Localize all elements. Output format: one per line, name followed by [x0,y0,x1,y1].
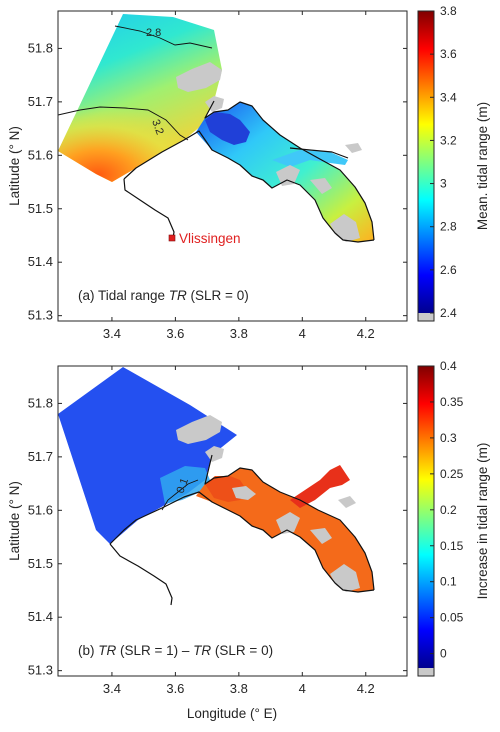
panel-a-contour-label-1: 2.8 [146,27,161,39]
panel-a-ytick-label: 51.7 [28,94,53,109]
panel-b-ytick-label: 51.4 [28,609,53,624]
panel-a-colorbar-ticks: 2.4 2.6 2.8 3 3.2 3.4 3.6 3.8 [430,4,457,320]
panel-b-colorbar-ticks: 0 0.05 0.1 0.15 0.2 0.25 0.3 0.35 0.4 [430,359,464,661]
panel-b-colorbar-tick-label: 0 [440,647,447,661]
panel-b-xtick-label: 4.2 [357,681,375,696]
panel-a-east-arm [272,150,348,167]
panel-b-east-arm [290,465,350,508]
panel-a-ytick-label: 51.5 [28,201,53,216]
panel-b-colorbar-tick-label: 0.4 [440,359,457,373]
panel-a-station-marker [168,234,176,242]
panel-b-nearshore [160,466,210,504]
panel-a-coastline-walcheren [123,178,175,239]
panel-a-colorbar-tick-label: 3.8 [440,4,457,18]
panel-a-map: 2.8 3.2 Vlissingen [57,14,375,246]
panel-a-caption: (a) Tidal range TR (SLR = 0) [78,288,249,303]
panel-a-xtick-label: 3.8 [230,326,248,341]
panel-b-ytick-label: 51.7 [28,449,53,464]
panel-b-map: 0.1 [58,367,375,606]
panel-a-colorbar-tick-label: 3.6 [440,47,457,61]
panel-a-ytick-label: 51.4 [28,254,53,269]
panel-a-colorbar-land-swatch [418,313,434,321]
panel-b-coastline-walcheren [109,543,173,606]
panel-b: 0.1 3.4 3.6 3.8 4 4.2 51.3 51.4 51.5 51.6 51.7 51.… [7,359,490,721]
panel-a-colorbar [418,11,434,313]
panel-a-shoal-5 [345,143,362,153]
panel-b-ytick-label: 51.3 [28,663,53,678]
panel-b-contour-label: 0.1 [175,477,192,495]
panel-b-colorbar-tick-label: 0.1 [440,575,457,589]
panel-a-xtick-label: 3.6 [166,326,184,341]
panel-b-coastline-south [109,491,375,593]
panel-b-xtick-label: 3.4 [103,681,121,696]
panel-b-axes-frame [57,365,408,677]
panel-a-xtick-label: 3.4 [103,326,121,341]
panel-a-station-label: Vlissingen [179,231,241,246]
panel-a-contour-28 [114,25,213,49]
panel-b-colorbar [418,366,434,668]
panel-b-shoal-6 [338,496,356,508]
panel-b-shoal-4 [310,528,332,544]
panel-a-colorbar-frame [417,10,435,322]
panel-b-xtick-label: 3.8 [230,681,248,696]
panel-a-colorbar-tick-label: 2.8 [440,220,457,234]
panel-b-ytick-label: 51.5 [28,556,53,571]
panel-a-xtick-label: 4 [299,326,306,341]
panel-a-ooster-head [205,112,250,145]
panel-a-contour-label-2: 3.2 [149,118,166,136]
panel-b-sea-field [58,367,237,544]
panel-a-colorbar-tick-label: 3 [440,177,447,191]
panel-a-ticks: 3.4 3.6 3.8 4 4.2 51.3 51.4 51.5 51.6 51.7 51.8 [28,11,407,341]
panel-a-ylabel: Latitude (° N) [7,126,22,206]
panel-b-shoal-2 [232,486,256,500]
panel-b-caption: (b) TR (SLR = 1) – TR (SLR = 0) [78,643,273,658]
panel-b-contour-01 [161,479,199,511]
panel-b-xlabel: Longitude (° E) [187,706,277,721]
panel-a-contour-32 [57,106,189,141]
panel-a-colorbar-tick-label: 3.2 [440,133,457,147]
panel-a-ytick-label: 51.3 [28,308,53,323]
panel-b-colorbar-tick-label: 0.2 [440,503,457,517]
panel-a: 2.8 3.2 Vlissingen 3.4 3.6 3.8 4 4.2 51.3 51.4… [7,4,490,341]
panel-b-ticks: 3.4 3.6 3.8 4 4.2 51.3 51.4 51.5 51.6 51.7 51.8 [28,366,407,696]
panel-b-colorbar-tick-label: 0.05 [440,611,464,625]
panel-b-colorbar-land-swatch [418,668,434,676]
panel-b-land-north [176,415,222,444]
panel-a-shoal-2 [276,165,300,186]
panel-b-colorbar-tick-label: 0.35 [440,395,464,409]
panel-b-ytick-label: 51.6 [28,502,53,517]
panel-a-shoal-3 [310,178,332,194]
panel-a-ytick-label: 51.6 [28,147,53,162]
panel-b-ytick-label: 51.8 [28,395,53,410]
panel-b-shoal-1 [205,446,224,462]
panel-a-colorbar-label: Mean. tidal range (m) [475,102,490,230]
panel-b-xtick-label: 4 [299,681,306,696]
panel-a-coastline-south [123,130,375,243]
panel-a-colorbar-tick-label: 2.4 [440,306,457,320]
panel-b-colorbar-label: Increase in tidal range (m) [475,443,490,600]
panel-b-colorbar-tick-label: 0.15 [440,539,464,553]
panel-a-colorbar-tick-label: 2.6 [440,263,457,277]
panel-a-land-north [176,62,222,92]
panel-a-ytick-label: 51.8 [28,40,53,55]
panel-a-xtick-label: 4.2 [357,326,375,341]
panel-b-ylabel: Latitude (° N) [7,481,22,561]
panel-b-colorbar-tick-label: 0.25 [440,467,464,481]
panel-b-shoal-3 [276,512,300,534]
panel-b-coastline-north [204,454,375,591]
panel-b-colorbar-tick-label: 0.3 [440,431,457,445]
panel-b-colorbar-frame [417,365,435,677]
panel-a-axes-frame [57,10,408,322]
panel-a-coastline-north [204,100,375,241]
panel-a-colorbar-tick-label: 3.4 [440,90,457,104]
panel-a-eastern-arm [289,147,349,159]
panel-b-xtick-label: 3.6 [166,681,184,696]
